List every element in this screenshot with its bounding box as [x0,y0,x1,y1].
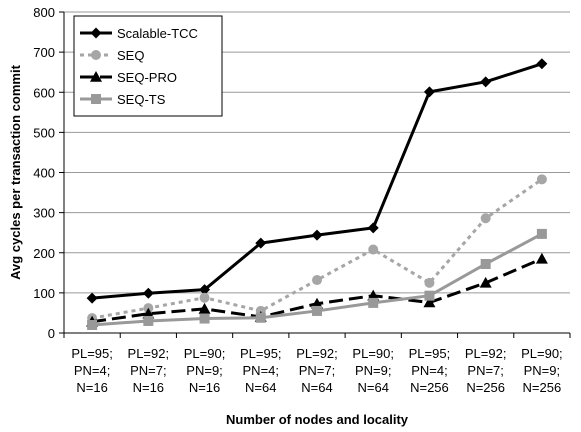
y-tick-label: 200 [33,246,55,261]
data-point-seq-ts [312,305,322,316]
data-point-seq-pro [198,302,211,314]
legend-marker-scalable-tcc [90,27,102,39]
x-tick-label: PL=90; PN=9; N=64 [352,346,394,395]
y-tick-label: 0 [48,326,55,341]
data-point-scalable-tcc [86,292,98,304]
x-tick-label: PL=92; PN=7; N=64 [296,346,338,395]
data-point-seq-ts [424,290,435,301]
x-tick-label: PL=90; PN=9; N=16 [184,346,226,395]
x-axis-ticks: PL=95; PN=4; N=16 PL=92; PN=7; N=16 PL=90; PN=9… [63,332,571,395]
data-point-seq [312,275,322,286]
y-tick-label: 400 [33,166,55,181]
legend-item-seq-pro: SEQ-PRO [80,70,177,85]
x-tick-label: PL=92; PN=7; N=256 [465,346,507,395]
x-axis-title: Number of nodes and locality [226,412,409,427]
y-axis-title: Avg cycles per transaction commit [8,64,23,279]
series-seq-ts [87,228,547,330]
data-point-scalable-tcc [367,222,379,234]
y-axis-ticks: 0 100 200 300 400 500 600 700 800 [33,5,65,341]
data-point-seq-pro [423,296,436,308]
series-line-seq [91,178,543,320]
legend-label: SEQ-TS [117,92,166,107]
data-point-seq-ts [368,297,379,308]
data-point-seq-pro [535,252,548,264]
x-tick-label: PL=90; PN=9; N=256 [521,346,563,395]
legend: Scalable-TCC SEQ SEQ-PRO SEQ-TS [73,15,223,117]
legend-item-scalable-tcc: Scalable-TCC [80,26,198,41]
data-point-seq [424,277,435,288]
data-point-seq [199,292,210,303]
data-point-scalable-tcc [199,284,211,296]
data-point-seq-pro [142,307,155,319]
data-point-scalable-tcc [142,287,154,299]
legend-marker-seq [91,50,101,60]
data-point-scalable-tcc [311,229,323,241]
data-point-seq [480,213,491,224]
data-point-seq-pro [479,276,492,288]
legend-marker-seq-pro [90,71,102,82]
y-tick-label: 700 [33,45,55,60]
data-point-scalable-tcc [255,237,267,249]
data-point-seq-ts [255,312,266,323]
data-point-scalable-tcc [480,76,492,88]
y-tick-label: 800 [33,5,55,20]
x-tick-label: PL=95; PN=4; N=16 [71,346,113,395]
data-point-scalable-tcc [423,86,435,98]
legend-marker-seq-ts [91,94,101,104]
data-point-seq-ts [143,315,154,326]
x-tick-label: PL=95; PN=4; N=256 [409,346,451,395]
data-point-seq-ts [536,228,547,239]
data-point-seq-pro [311,297,323,309]
data-point-seq-ts [480,258,491,269]
y-tick-label: 600 [33,85,55,100]
data-point-seq-pro [367,289,380,301]
y-tick-label: 100 [33,286,55,301]
data-point-seq-ts [199,313,210,324]
data-point-seq [368,244,379,255]
legend-item-seq-ts: SEQ-TS [80,92,166,107]
y-tick-label: 300 [33,206,55,221]
data-point-seq-ts [87,319,98,330]
x-tick-label: PL=92; PN=7; N=16 [128,346,170,395]
x-tick-label: PL=95; PN=4; N=64 [240,346,282,395]
legend-label: Scalable-TCC [117,26,198,41]
legend-label: SEQ [117,48,144,63]
data-point-seq [536,174,547,185]
plot-series [86,58,548,330]
data-point-scalable-tcc [536,58,548,70]
legend-item-seq: SEQ [80,48,144,63]
series-scalable-tcc [86,58,548,304]
y-tick-label: 500 [33,125,55,140]
legend-label: SEQ-PRO [117,70,177,85]
